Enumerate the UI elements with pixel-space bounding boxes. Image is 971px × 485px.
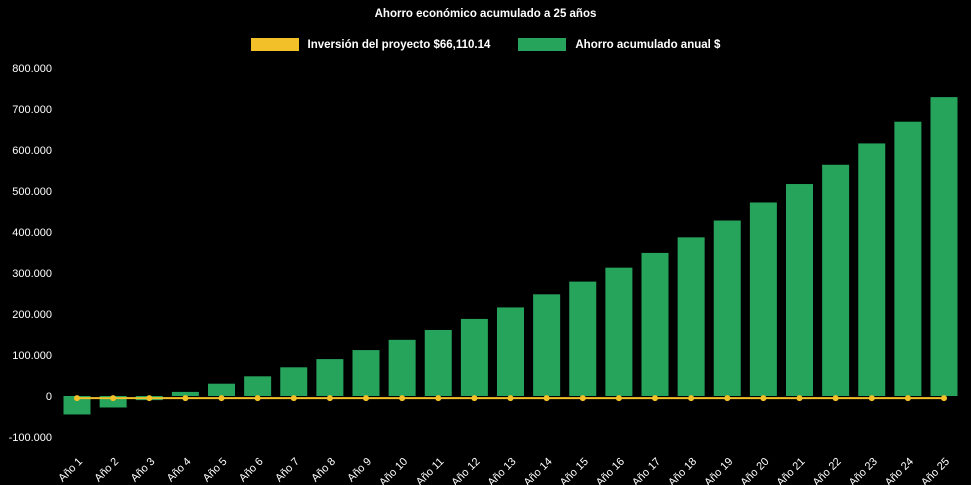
investment-line-point[interactable] xyxy=(832,395,839,402)
x-tick-label: Año 7 xyxy=(273,456,302,485)
bar-savings[interactable] xyxy=(388,339,416,396)
x-tick-label: Año 3 xyxy=(129,456,158,485)
investment-line-point[interactable] xyxy=(652,395,658,402)
investment-line-point[interactable] xyxy=(146,395,153,402)
investment-line-point[interactable] xyxy=(254,395,261,402)
bar-savings[interactable] xyxy=(930,97,958,397)
bar-savings[interactable] xyxy=(749,202,777,396)
bar-savings[interactable] xyxy=(171,391,199,396)
x-tick-label: Año 12 xyxy=(449,456,482,485)
y-tick-label: 700.000 xyxy=(12,104,52,116)
y-tick-label: -100.000 xyxy=(9,432,52,444)
bar-savings[interactable] xyxy=(822,164,850,396)
x-tick-label: Año 10 xyxy=(377,456,410,485)
bar-savings[interactable] xyxy=(460,318,488,396)
bar-savings[interactable] xyxy=(605,267,633,396)
x-tick-label: Año 6 xyxy=(237,456,266,485)
x-tick-label: Año 1 xyxy=(56,456,85,485)
investment-line-point[interactable] xyxy=(760,395,767,402)
investment-line-point[interactable] xyxy=(796,395,803,402)
bar-savings[interactable] xyxy=(533,294,561,396)
investment-line-point[interactable] xyxy=(74,395,80,402)
bar-savings[interactable] xyxy=(641,252,669,396)
x-tick-label: Año 20 xyxy=(738,456,771,485)
investment-line-point[interactable] xyxy=(904,395,911,402)
investment-line-point[interactable] xyxy=(399,395,406,402)
investment-line-point[interactable] xyxy=(688,395,695,402)
bar-savings[interactable] xyxy=(280,367,308,396)
bar-savings[interactable] xyxy=(677,237,705,396)
x-tick-label: Año 5 xyxy=(201,456,230,485)
legend-item-investment[interactable]: Inversión del proyecto $66,110.14 xyxy=(250,38,491,51)
x-tick-label: Año 22 xyxy=(811,456,844,485)
x-tick-label: Año 4 xyxy=(165,456,194,485)
x-tick-label: Año 18 xyxy=(666,456,699,485)
bar-savings[interactable] xyxy=(894,121,922,397)
y-tick-label: 500.000 xyxy=(12,186,52,198)
bar-savings[interactable] xyxy=(208,383,235,396)
bar-savings[interactable] xyxy=(569,281,597,396)
legend-item-savings[interactable]: Ahorro acumulado anual $ xyxy=(518,38,720,51)
x-tick-label: Año 16 xyxy=(594,456,627,485)
y-tick-label: 300.000 xyxy=(12,268,52,280)
bar-savings[interactable] xyxy=(352,350,380,396)
legend-swatch-savings-icon xyxy=(518,38,567,51)
investment-line-point[interactable] xyxy=(507,395,514,402)
investment-line-point[interactable] xyxy=(218,395,225,402)
bar-savings[interactable] xyxy=(99,396,127,408)
x-tick-label: Año 24 xyxy=(883,456,916,485)
x-tick-label: Año 13 xyxy=(485,456,518,485)
bar-savings[interactable] xyxy=(497,307,524,396)
x-tick-label: Año 14 xyxy=(522,456,555,485)
chart-title: Ahorro económico acumulado a 25 años xyxy=(374,8,597,20)
investment-line-point[interactable] xyxy=(543,395,550,402)
investment-line-point[interactable] xyxy=(110,395,117,402)
y-tick-label: 600.000 xyxy=(12,145,52,157)
investment-line-point[interactable] xyxy=(471,395,478,402)
investment-line-point[interactable] xyxy=(435,395,442,402)
y-tick-label: 800.000 xyxy=(12,63,52,75)
chart-legend: Inversión del proyecto $66,110.14 Ahorro… xyxy=(0,38,971,51)
x-tick-label: Año 9 xyxy=(345,456,374,485)
x-tick-label: Año 25 xyxy=(919,456,952,485)
investment-line-point[interactable] xyxy=(615,395,622,402)
bar-savings[interactable] xyxy=(713,220,741,396)
x-tick-label: Año 19 xyxy=(702,456,735,485)
bar-savings[interactable] xyxy=(244,376,272,396)
x-tick-label: Año 11 xyxy=(414,456,447,485)
investment-line-point[interactable] xyxy=(868,395,875,402)
legend-label-savings: Ahorro acumulado anual $ xyxy=(575,38,721,51)
y-tick-label: 100.000 xyxy=(12,350,52,362)
x-tick-label: Año 15 xyxy=(558,456,591,485)
investment-line-point[interactable] xyxy=(363,395,369,402)
investment-line-point[interactable] xyxy=(182,395,189,402)
bar-savings[interactable] xyxy=(786,184,813,396)
bar-savings[interactable] xyxy=(424,329,452,396)
legend-label-investment: Inversión del proyecto $66,110.14 xyxy=(307,38,491,51)
investment-line-point[interactable] xyxy=(724,395,731,402)
bar-savings[interactable] xyxy=(63,396,91,415)
y-tick-label: 400.000 xyxy=(12,227,52,239)
x-tick-label: Año 17 xyxy=(630,456,663,485)
y-tick-label: 200.000 xyxy=(12,309,52,321)
investment-line-point[interactable] xyxy=(326,395,333,402)
investment-line-point[interactable] xyxy=(579,395,586,402)
y-tick-label: 0 xyxy=(46,391,52,403)
x-tick-label: Año 21 xyxy=(774,456,807,485)
investment-line-point[interactable] xyxy=(941,395,947,402)
x-tick-label: Año 8 xyxy=(309,456,338,485)
legend-swatch-investment-icon xyxy=(250,38,299,51)
bar-savings[interactable] xyxy=(858,143,886,396)
bar-savings[interactable] xyxy=(316,359,344,396)
x-tick-label: Año 2 xyxy=(92,456,121,485)
x-tick-label: Año 23 xyxy=(847,456,880,485)
investment-line-point[interactable] xyxy=(290,395,297,402)
